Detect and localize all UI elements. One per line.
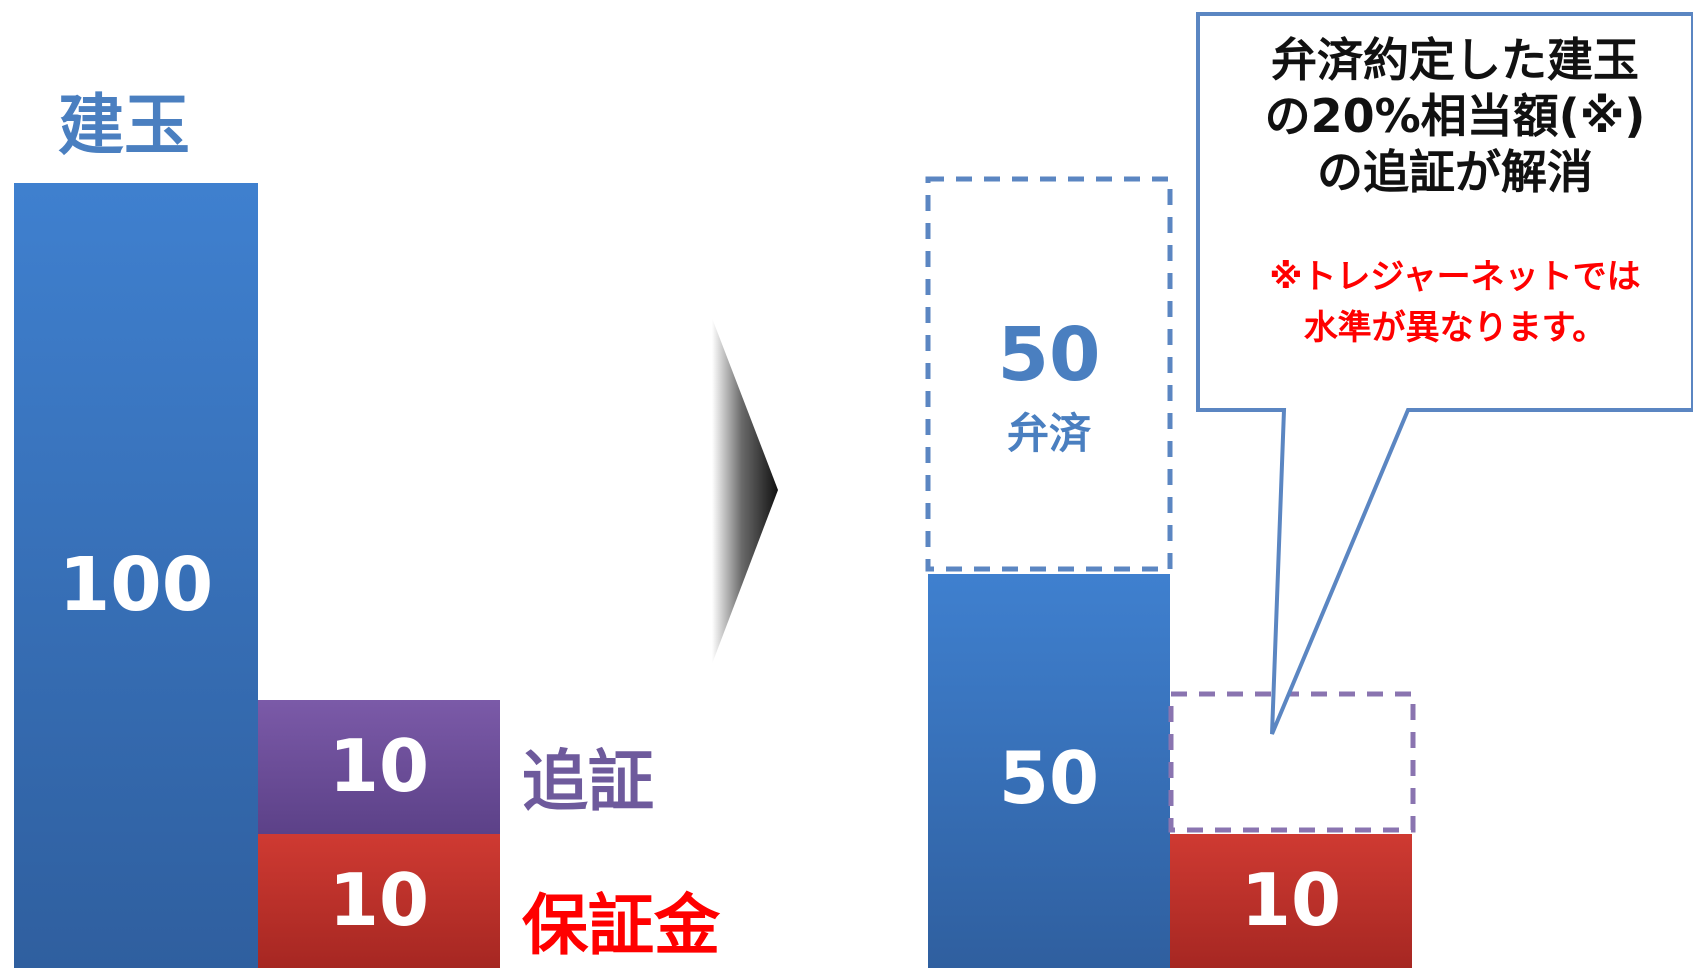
position-title: 建玉 (58, 87, 190, 164)
callout-note-line-2: 水準が異なります。 (1303, 308, 1607, 348)
callout-line-1: 弁済約定した建玉 (1271, 33, 1639, 87)
margin-call-bar: 10 (258, 700, 500, 834)
callout-main-text: 弁済約定した建玉 の20%相当額(※) の追証が解消 (1220, 32, 1690, 200)
deposit-value: 10 (328, 858, 430, 942)
deposit-label: 保証金 (522, 887, 720, 964)
margin-call-label: 追証 (522, 743, 654, 820)
right-deposit-value: 10 (1240, 858, 1342, 942)
remaining-position-value: 50 (998, 736, 1100, 820)
remaining-position-bar: 50 (928, 574, 1170, 968)
settled-label: 弁済 (1006, 409, 1091, 458)
margin-call-value: 10 (328, 724, 430, 808)
callout-line-2: の20%相当額(※) (1264, 89, 1646, 144)
settled-value: 50 (997, 312, 1101, 398)
deposit-bar: 10 (258, 834, 500, 968)
position-value: 100 (58, 542, 214, 628)
right-deposit-bar: 10 (1170, 834, 1412, 968)
callout-note-line-1: ※トレジャーネットでは (1269, 257, 1641, 297)
callout-line-3: の追証が解消 (1317, 145, 1593, 200)
position-bar: 100 (14, 183, 258, 968)
callout-note-text: ※トレジャーネットでは 水準が異なります。 (1220, 252, 1690, 354)
